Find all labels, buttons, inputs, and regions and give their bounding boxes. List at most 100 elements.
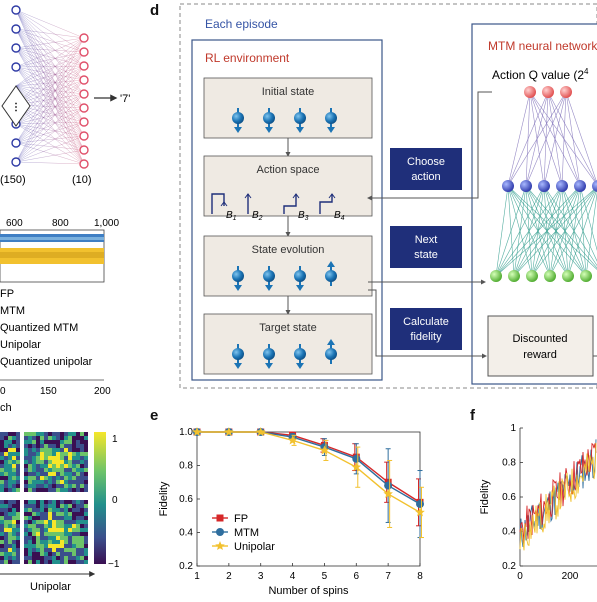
- heatmap-cell: [24, 524, 28, 528]
- choose-action-line2: action: [411, 171, 440, 183]
- heatmap-cell: [56, 444, 60, 448]
- heatmap-cell: [84, 500, 88, 504]
- output-count-label: (10): [72, 174, 92, 186]
- heatmap-cell: [40, 508, 44, 512]
- heatmap-cell: [32, 436, 36, 440]
- heatmap-cell: [60, 452, 64, 456]
- heatmap-cell: [48, 560, 52, 564]
- heatmap-cell: [40, 524, 44, 528]
- heatmap-cell: [40, 484, 44, 488]
- heatmap-cell: [76, 484, 80, 488]
- heatmap-cell: [68, 548, 72, 552]
- heatmap-cell: [16, 512, 20, 516]
- heatmap-cell: [4, 560, 8, 564]
- heatmap-cell: [36, 484, 40, 488]
- heatmap-cell: [52, 560, 56, 564]
- x-tick-label: 5: [322, 571, 328, 582]
- heatmap-cell: [84, 544, 88, 548]
- hidden-node: [574, 180, 586, 192]
- heatmap-cell: [84, 476, 88, 480]
- heatmap-cell: [44, 500, 48, 504]
- point-unipolar: [351, 462, 361, 472]
- heatmap-cell: [4, 488, 8, 492]
- diamond-ellipsis-icon: [1, 85, 31, 127]
- heatmap-cell: [8, 552, 12, 556]
- heatmap-cell: [40, 440, 44, 444]
- heatmap-cell: [72, 540, 76, 544]
- heatmap-cell: [16, 544, 20, 548]
- heatmap-cell: [24, 500, 28, 504]
- ellipsis-glyph: ⋮: [11, 102, 21, 113]
- heatmap-cell: [80, 528, 84, 532]
- heatmap-cell: [72, 476, 76, 480]
- heatmap-cell: [44, 504, 48, 508]
- heatmap-cell: [0, 484, 4, 488]
- input-node: [562, 270, 574, 282]
- heatmap-cell: [60, 508, 64, 512]
- heatmap-cell: [64, 488, 68, 492]
- heatmap-cell: [36, 540, 40, 544]
- heatmap-cell: [48, 488, 52, 492]
- heatmap-cell: [44, 452, 48, 456]
- heatmap-cell: [48, 540, 52, 544]
- heatmap-cell: [12, 464, 16, 468]
- heatmap-cell: [56, 488, 60, 492]
- panel-letter-d: d: [150, 2, 159, 19]
- hidden-node: [502, 180, 514, 192]
- heatmap-cell: [0, 556, 4, 560]
- strip-band-mtm: [0, 237, 104, 240]
- heatmap-cell: [44, 540, 48, 544]
- heatmap-cell: [16, 480, 20, 484]
- legend-xtick-150: 150: [40, 386, 57, 397]
- spin-arrow-head: [296, 127, 304, 133]
- heatmap-cell: [8, 524, 12, 528]
- y-tick-label: 0.2: [179, 561, 193, 572]
- y-tick-label: 1.0: [179, 427, 193, 438]
- heatmap-cell: [24, 480, 28, 484]
- heatmap-cell: [44, 460, 48, 464]
- heatmap-cell: [44, 440, 48, 444]
- spin-arrow-head: [234, 363, 242, 369]
- q-output-node: [560, 86, 572, 98]
- heatmap-cell: [48, 520, 52, 524]
- heatmap-cell: [32, 516, 36, 520]
- heatmap-cell: [72, 480, 76, 484]
- heatmap-cell: [28, 480, 32, 484]
- heatmap-cell: [52, 468, 56, 472]
- heatmap-cell: [72, 472, 76, 476]
- heatmap-cell: [36, 444, 40, 448]
- heatmap-cell: [48, 544, 52, 548]
- heatmap-cell: [16, 516, 20, 520]
- heatmap-cell: [36, 552, 40, 556]
- spin-arrow-head: [265, 285, 273, 291]
- legend-item-fp: FP: [0, 288, 14, 300]
- heatmap-cell: [4, 432, 8, 436]
- heatmap-cell: [56, 512, 60, 516]
- heatmap-cell: [44, 488, 48, 492]
- heatmap-cell: [60, 528, 64, 532]
- heatmap-cell: [76, 432, 80, 436]
- heatmap-cell: [68, 468, 72, 472]
- heatmap-cell: [12, 488, 16, 492]
- y-tick-label: 0.4: [179, 528, 193, 539]
- heatmap-cell: [8, 516, 12, 520]
- heatmap-cell: [36, 560, 40, 564]
- heatmap-cell: [60, 516, 64, 520]
- x-tick-label: 200: [562, 571, 579, 582]
- heatmap-cell: [8, 560, 12, 564]
- panel-letter-e: e: [150, 407, 158, 424]
- heatmap-cell: [56, 476, 60, 480]
- output-node: [79, 33, 89, 43]
- heatmap-cell: [60, 544, 64, 548]
- heatmap-cell: [72, 552, 76, 556]
- colorbar-tick-bottom: −1: [108, 559, 120, 570]
- heatmap-cell: [8, 440, 12, 444]
- heatmap-cell: [12, 540, 16, 544]
- action-arrow-icon: [244, 193, 252, 199]
- discounted-reward-line2: reward: [523, 349, 557, 361]
- heatmap-cell: [56, 432, 60, 436]
- spin-ball: [263, 348, 275, 360]
- heatmap-cell: [8, 512, 12, 516]
- heatmap-cell: [56, 464, 60, 468]
- heatmap-cell: [64, 540, 68, 544]
